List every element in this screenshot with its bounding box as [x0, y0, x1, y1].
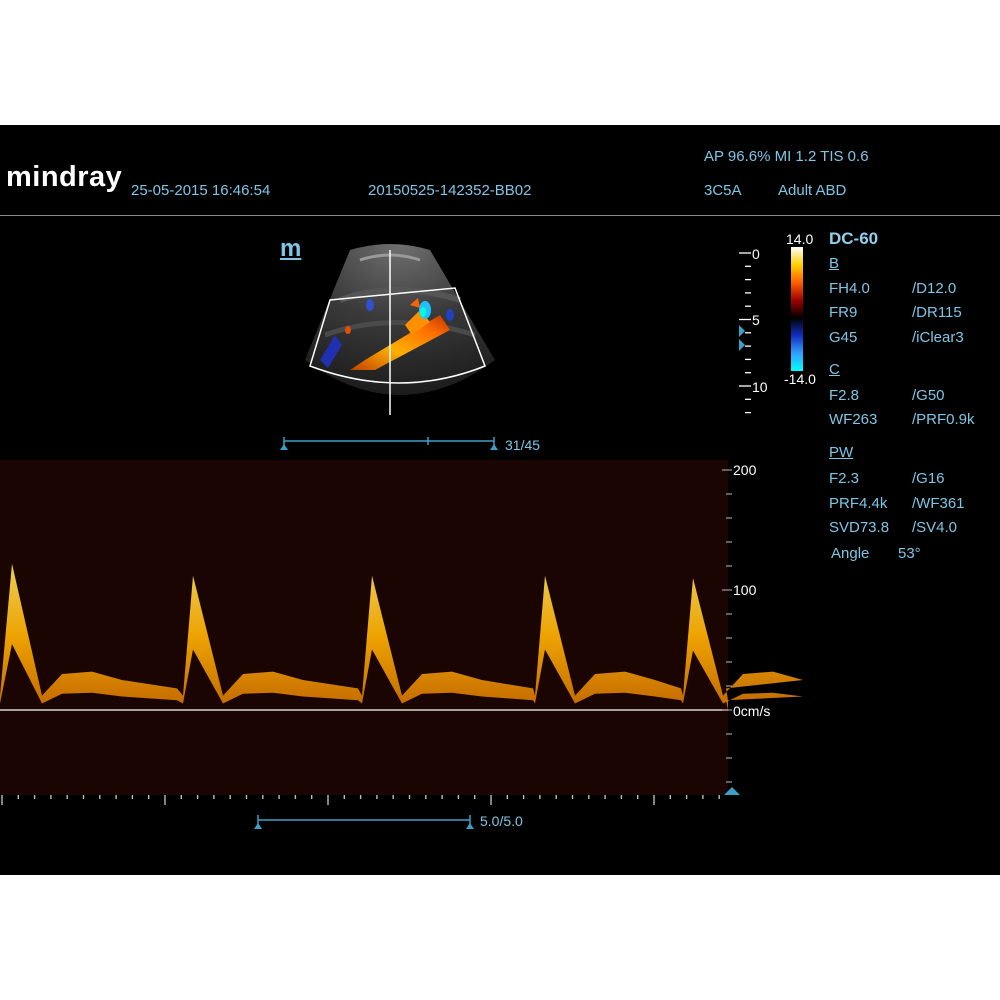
- b-param-left: G45: [829, 329, 858, 346]
- baseline-marker[interactable]: [724, 785, 740, 797]
- velocity-label: 100: [733, 582, 757, 598]
- ultrasound-screen: mindray 25-05-2015 16:46:54 20150525-142…: [0, 125, 1000, 875]
- angle-value: 53°: [898, 545, 921, 562]
- datetime: 25-05-2015 16:46:54: [131, 182, 271, 199]
- brand-logo: mindray: [6, 161, 123, 193]
- color-flow-vessel: [350, 315, 450, 370]
- focus-marker[interactable]: [739, 325, 745, 337]
- cine-scrollbar[interactable]: [253, 815, 478, 831]
- c-param-right: /PRF0.9k: [912, 411, 975, 428]
- color-velocity-bar: [791, 247, 803, 371]
- pw-param-left: SVD73.8: [829, 519, 890, 536]
- b-param-right: /DR115: [912, 304, 962, 321]
- probe-name: 3C5A: [704, 182, 742, 199]
- color-box: [309, 287, 486, 384]
- color-scale-min: -14.0: [784, 371, 816, 387]
- pw-param-right: /G16: [912, 470, 945, 487]
- depth-tick-label: 10: [752, 379, 768, 395]
- doppler-spectrum: [0, 563, 803, 711]
- acoustic-output: AP 96.6% MI 1.2 TIS 0.6: [704, 148, 869, 165]
- depth-tick-label: 5: [752, 312, 760, 328]
- b-param-right: /D12.0: [912, 280, 957, 297]
- velocity-label: 200: [733, 462, 757, 478]
- doppler-waveform: [0, 563, 803, 710]
- exam-preset: Adult ABD: [778, 182, 847, 199]
- frame-counter: 31/45: [505, 437, 541, 453]
- exam-id: 20150525-142352-BB02: [368, 182, 532, 199]
- depth-tick-label: 0: [752, 246, 760, 262]
- cine-counter: 5.0/5.0: [480, 813, 523, 829]
- c-param-left: WF263: [829, 411, 878, 428]
- frame-scrollbar[interactable]: [280, 437, 500, 453]
- focus-marker[interactable]: [739, 339, 745, 351]
- pw-spectrum-area: [0, 460, 803, 795]
- angle-label: Angle: [831, 545, 870, 562]
- color-mode-section-label[interactable]: C: [829, 361, 840, 378]
- b-param-left: FH4.0: [829, 280, 870, 297]
- bmode-color-image: [305, 244, 495, 415]
- pw-param-left: PRF4.4k: [829, 495, 888, 512]
- b-param-right: /iClear3: [912, 329, 964, 346]
- velocity-scale: [722, 469, 732, 783]
- system-model: DC-60: [829, 229, 879, 248]
- time-axis: [1, 795, 720, 805]
- mode-logo: m: [280, 235, 302, 262]
- pw-param-left: F2.3: [829, 470, 860, 487]
- b-mode-section-label[interactable]: B: [829, 255, 840, 272]
- c-param-right: /G50: [912, 387, 945, 404]
- sector-image: [305, 244, 495, 395]
- velocity-label: 0cm/s: [733, 703, 771, 719]
- pw-param-right: /WF361: [912, 495, 965, 512]
- pw-mode-section-label[interactable]: PW: [829, 444, 854, 461]
- depth-scale: [739, 252, 751, 414]
- pw-param-right: /SV4.0: [912, 519, 958, 536]
- color-scale-max: 14.0: [786, 231, 814, 247]
- header-divider: [0, 215, 1000, 216]
- b-param-left: FR9: [829, 304, 858, 321]
- c-param-left: F2.8: [829, 387, 860, 404]
